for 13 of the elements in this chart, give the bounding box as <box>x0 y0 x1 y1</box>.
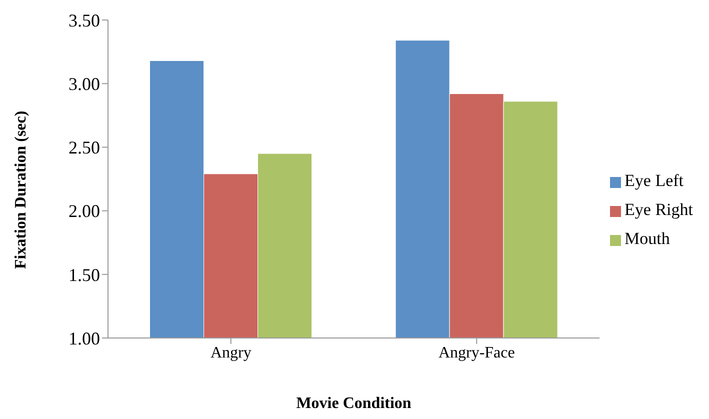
y-tick-label: 1.00 <box>68 328 100 348</box>
x-tick-label: Angry <box>210 344 252 362</box>
x-tick-label: Angry-Face <box>438 344 515 362</box>
legend-label: Mouth <box>624 229 670 248</box>
y-tick-label: 2.50 <box>68 138 100 158</box>
y-tick-label: 3.00 <box>68 74 100 94</box>
y-tick-label: 1.50 <box>68 264 100 285</box>
legend-label: Eye Right <box>624 200 693 219</box>
y-axis-title: Fixation Duration (sec) <box>12 110 30 269</box>
y-tick-label: 3.50 <box>68 10 100 30</box>
y-tick-label: 2.00 <box>68 201 100 222</box>
x-axis-title: Movie Condition <box>296 395 412 412</box>
legend-label: Eye Left <box>624 171 684 190</box>
